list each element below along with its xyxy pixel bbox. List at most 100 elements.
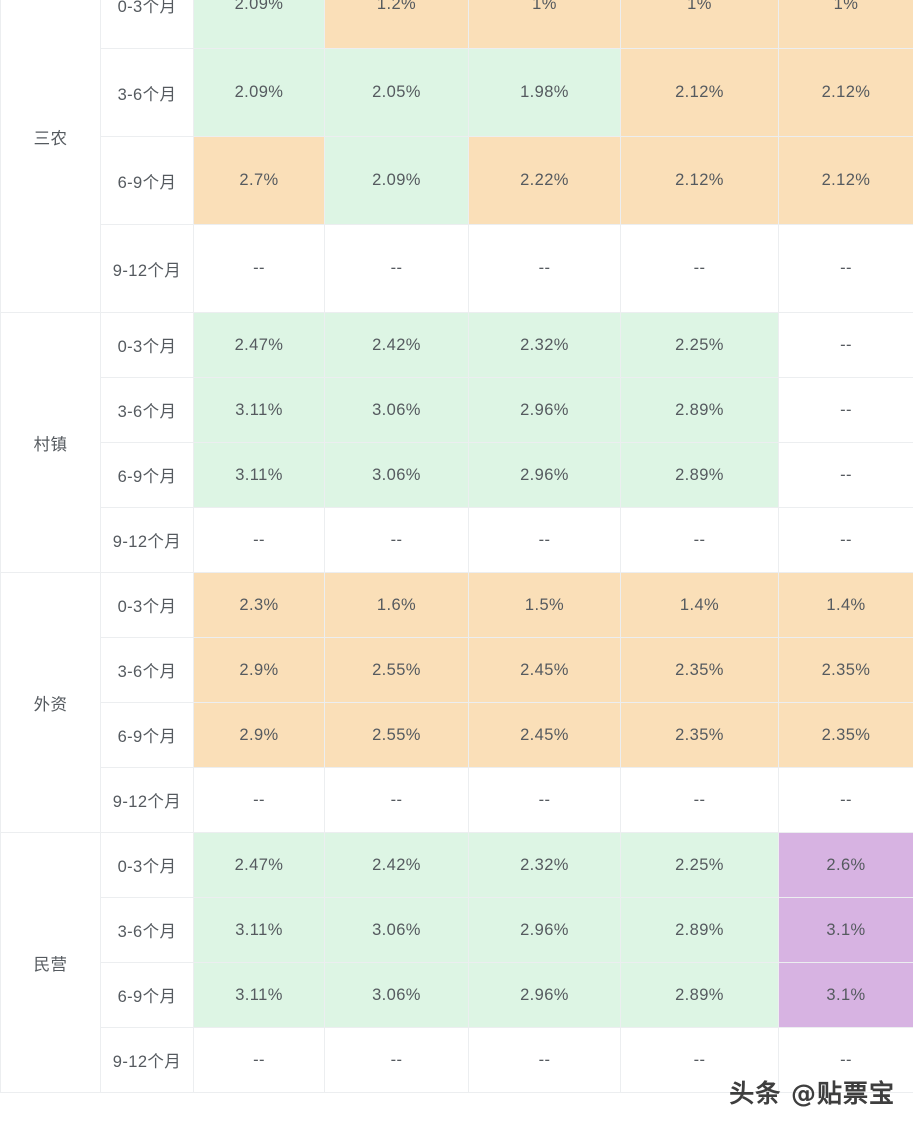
rate-cell: 2.96% — [468, 442, 621, 508]
rate-cell: 3.06% — [324, 897, 469, 963]
rate-cell: -- — [620, 1027, 779, 1093]
rate-cell: 2.42% — [324, 832, 469, 898]
table-row: 6-9个月 2.7% 2.09% 2.22% 2.12% 2.12% — [1, 136, 913, 225]
rate-cell: 2.32% — [468, 832, 621, 898]
rate-cell: 2.96% — [468, 962, 621, 1028]
rate-cell: 3.11% — [193, 377, 325, 443]
rate-cell: 1% — [778, 0, 913, 49]
table-row: 民营 0-3个月 2.47% 2.42% 2.32% 2.25% 2.6% — [0, 832, 913, 1093]
rate-cell: 3.1% — [778, 897, 913, 963]
table-row: 3-6个月 3.11% 3.06% 2.96% 2.89% -- — [1, 377, 913, 443]
table-row: 村镇 0-3个月 2.47% 2.42% 2.32% 2.25% -- — [0, 312, 913, 573]
table-row: 6-9个月 3.11% 3.06% 2.96% 2.89% -- — [1, 442, 913, 508]
rate-cell: 2.35% — [620, 702, 779, 768]
rate-cell: 2.96% — [468, 897, 621, 963]
rate-cell: 2.35% — [778, 702, 913, 768]
rate-cell: 2.47% — [193, 312, 325, 378]
rate-cell: -- — [193, 224, 325, 313]
rate-cell: -- — [468, 767, 621, 833]
rate-cell: -- — [468, 1027, 621, 1093]
rate-cell: -- — [620, 507, 779, 573]
term-label: 3-6个月 — [100, 377, 194, 443]
table-row: 三农 0-3个月 2.09% 1.2% 1% 1% 1% — [0, 0, 913, 313]
term-label: 3-6个月 — [100, 897, 194, 963]
rate-cell: 1.4% — [778, 572, 913, 638]
table-row: 6-9个月 3.11% 3.06% 2.96% 2.89% 3.1% — [1, 962, 913, 1028]
rate-cell: 3.11% — [193, 897, 325, 963]
term-label: 3-6个月 — [100, 637, 194, 703]
term-label: 6-9个月 — [100, 136, 194, 225]
term-label: 0-3个月 — [100, 832, 194, 898]
rate-cell: 2.9% — [193, 637, 325, 703]
rate-cell: 2.96% — [468, 377, 621, 443]
rate-cell: -- — [778, 442, 913, 508]
rate-cell: 2.89% — [620, 897, 779, 963]
rate-cell: 2.45% — [468, 637, 621, 703]
rate-cell: 2.32% — [468, 312, 621, 378]
term-label: 3-6个月 — [100, 48, 194, 137]
term-label: 6-9个月 — [100, 702, 194, 768]
rate-cell: 2.12% — [620, 136, 779, 225]
term-label: 0-3个月 — [100, 572, 194, 638]
rate-cell: 2.09% — [193, 48, 325, 137]
rate-cell: 3.06% — [324, 377, 469, 443]
rate-cell: 2.09% — [324, 136, 469, 225]
rate-cell: 2.35% — [778, 637, 913, 703]
rate-cell: 2.12% — [778, 136, 913, 225]
term-label: 9-12个月 — [100, 507, 194, 573]
rate-cell: -- — [468, 507, 621, 573]
table-row: 外资 0-3个月 2.3% 1.6% 1.5% 1.4% 1.4% — [0, 572, 913, 833]
rate-cell: 2.55% — [324, 702, 469, 768]
rate-cell: -- — [468, 224, 621, 313]
table-row: 9-12个月 -- -- -- -- -- — [1, 1027, 913, 1093]
rate-cell: -- — [778, 377, 913, 443]
rate-cell: 3.11% — [193, 442, 325, 508]
rate-cell: 2.3% — [193, 572, 325, 638]
table-row: 3-6个月 2.9% 2.55% 2.45% 2.35% 2.35% — [1, 637, 913, 703]
rate-cell: -- — [778, 312, 913, 378]
rate-cell: 1.5% — [468, 572, 621, 638]
rate-cell: -- — [620, 224, 779, 313]
interest-rate-table: 三农 0-3个月 2.09% 1.2% 1% 1% 1% 3-6个月 2.09% 2.05% 1.9… — [0, 0, 913, 1093]
rate-cell: 2.7% — [193, 136, 325, 225]
rate-cell: 2.12% — [778, 48, 913, 137]
table-body: 三农 0-3个月 2.09% 1.2% 1% 1% 1% 3-6个月 2.09% 2.05% 1.9… — [0, 0, 913, 1093]
rate-cell: 2.05% — [324, 48, 469, 137]
rate-cell: -- — [778, 507, 913, 573]
watermark: 头条 @贴票宝 — [729, 1079, 895, 1108]
term-label: 6-9个月 — [100, 962, 194, 1028]
rate-cell: -- — [193, 1027, 325, 1093]
rate-cell: 2.55% — [324, 637, 469, 703]
rate-cell: 2.22% — [468, 136, 621, 225]
rate-cell: 3.06% — [324, 442, 469, 508]
term-label: 6-9个月 — [100, 442, 194, 508]
rate-cell: 2.25% — [620, 832, 779, 898]
rate-cell: -- — [778, 767, 913, 833]
rate-cell: 2.42% — [324, 312, 469, 378]
rate-cell: 2.89% — [620, 962, 779, 1028]
term-label: 9-12个月 — [100, 1027, 194, 1093]
rate-cell: -- — [324, 767, 469, 833]
rate-cell: 2.12% — [620, 48, 779, 137]
rate-cell: 1.4% — [620, 572, 779, 638]
term-label: 0-3个月 — [100, 312, 194, 378]
rate-cell: 3.1% — [778, 962, 913, 1028]
group-label-0: 三农 — [0, 0, 101, 313]
rate-cell: -- — [324, 507, 469, 573]
term-label: 9-12个月 — [100, 224, 194, 313]
table-row: 9-12个月 -- -- -- -- -- — [1, 224, 913, 313]
table-row: 9-12个月 -- -- -- -- -- — [1, 767, 913, 833]
table-row: 6-9个月 2.9% 2.55% 2.45% 2.35% 2.35% — [1, 702, 913, 768]
rate-cell: 1.2% — [324, 0, 469, 49]
term-label: 9-12个月 — [100, 767, 194, 833]
rate-cell: 2.9% — [193, 702, 325, 768]
rate-cell: 3.11% — [193, 962, 325, 1028]
table-row: 3-6个月 2.09% 2.05% 1.98% 2.12% 2.12% — [1, 48, 913, 137]
rate-cell: -- — [324, 1027, 469, 1093]
table-row: 3-6个月 3.11% 3.06% 2.96% 2.89% 3.1% — [1, 897, 913, 963]
rate-cell: 1% — [620, 0, 779, 49]
table-row: 9-12个月 -- -- -- -- -- — [1, 507, 913, 573]
rate-cell: -- — [778, 224, 913, 313]
rate-cell: 2.89% — [620, 442, 779, 508]
rate-cell: 2.6% — [778, 832, 913, 898]
